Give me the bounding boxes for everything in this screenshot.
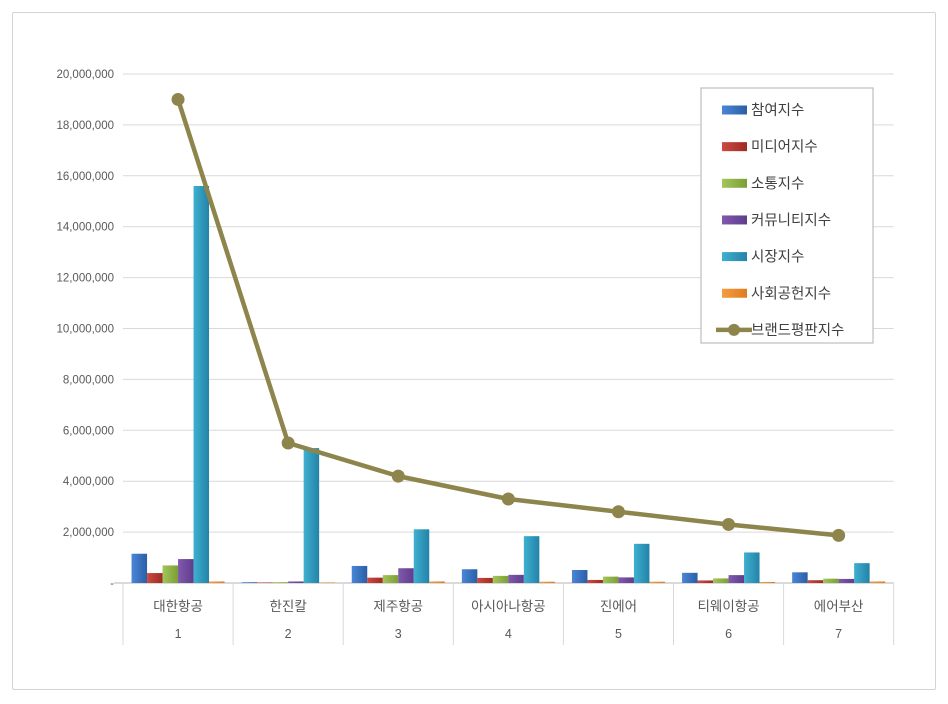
bar-시장지수 [303, 448, 320, 583]
bar-사회공헌지수 [319, 582, 335, 583]
line-marker [391, 469, 405, 483]
legend-label: 소통지수 [751, 175, 804, 192]
bar-참여지수 [241, 582, 258, 583]
category-rank-label: 5 [615, 627, 622, 641]
bar-사회공헌지수 [429, 581, 445, 583]
bar-사회공헌지수 [649, 581, 665, 583]
y-axis-tick-label: 8,000,000 [63, 374, 114, 386]
legend-swatch-group [722, 178, 747, 188]
legend-swatch-group [722, 105, 747, 115]
y-axis-tick-label: 10,000,000 [56, 324, 114, 336]
legend-swatch [722, 288, 747, 298]
bar-커뮤니티지수 [398, 568, 414, 583]
category-label: 한진칼 [270, 599, 307, 614]
line-marker [611, 505, 625, 519]
bar-미디어지수 [587, 579, 603, 583]
category-rank-label: 6 [725, 627, 732, 641]
legend-swatch-group [722, 252, 747, 262]
category-label: 아시아나항공 [471, 599, 546, 614]
legend-swatch [722, 178, 747, 188]
line-marker [722, 517, 736, 531]
bar-소통지수 [823, 578, 839, 583]
legend-swatch-group [722, 215, 747, 225]
y-axis-tick-label: 16,000,000 [56, 171, 114, 183]
category-label: 대한항공 [153, 599, 203, 614]
bar-커뮤니티지수 [178, 559, 194, 583]
bar-시장지수 [744, 552, 760, 583]
bar-사회공헌지수 [539, 581, 555, 583]
bar-커뮤니티지수 [288, 581, 304, 583]
y-axis-tick-label: 14,000,000 [56, 222, 114, 234]
legend-swatch-group [722, 142, 747, 152]
y-axis-tick-label: 20,000,000 [56, 69, 114, 81]
line-marker [832, 528, 846, 542]
bar-참여지수 [682, 572, 698, 583]
legend-label: 커뮤니티지수 [751, 212, 831, 229]
legend-swatch [722, 252, 747, 262]
bar-소통지수 [382, 575, 399, 583]
bar-시장지수 [633, 543, 650, 583]
bar-참여지수 [792, 572, 808, 583]
bar-커뮤니티지수 [618, 577, 634, 583]
bar-커뮤니티지수 [838, 578, 855, 583]
legend-swatch [722, 142, 747, 152]
y-axis-tick-label: 12,000,000 [56, 273, 114, 285]
bar-시장지수 [413, 529, 430, 583]
bar-미디어지수 [697, 580, 714, 583]
bar-미디어지수 [147, 573, 163, 583]
y-axis-tick-label: 2,000,000 [63, 527, 114, 539]
bar-시장지수 [523, 536, 540, 583]
bar-소통지수 [602, 576, 619, 583]
bar-미디어지수 [257, 582, 273, 583]
legend-line-marker [728, 323, 740, 336]
bar-사회공헌지수 [869, 581, 886, 583]
bar-커뮤니티지수 [508, 574, 524, 583]
bar-시장지수 [854, 563, 870, 583]
bar-소통지수 [492, 575, 509, 583]
category-label: 제주항공 [373, 599, 423, 614]
y-axis-tick-label: - [110, 578, 114, 590]
legend-swatch-group [722, 288, 747, 298]
legend-label: 시장지수 [751, 249, 804, 266]
y-axis-tick-label: 18,000,000 [56, 120, 114, 132]
bar-소통지수 [272, 582, 289, 583]
legend-label: 사회공헌지수 [751, 285, 831, 302]
category-rank-label: 2 [285, 627, 292, 641]
legend-label: 브랜드평판지수 [751, 322, 844, 339]
bar-참여지수 [131, 553, 148, 583]
legend-swatch [722, 105, 747, 115]
category-label: 티웨이항공 [697, 599, 759, 614]
bar-미디어지수 [807, 580, 824, 583]
bar-사회공헌지수 [759, 581, 776, 583]
bar-사회공헌지수 [209, 581, 225, 583]
category-label: 에어부산 [814, 599, 864, 614]
line-marker [281, 436, 295, 450]
category-label: 진에어 [600, 599, 637, 614]
bar-참여지수 [351, 565, 368, 583]
bar-소통지수 [713, 578, 729, 583]
y-axis-tick-label: 4,000,000 [63, 476, 114, 488]
bar-미디어지수 [477, 577, 493, 583]
category-rank-label: 1 [175, 627, 182, 641]
bar-미디어지수 [367, 577, 383, 583]
y-axis-tick-label: 6,000,000 [63, 425, 114, 437]
category-rank-label: 7 [835, 627, 842, 641]
bar-참여지수 [571, 570, 588, 583]
legend-swatch [722, 215, 747, 225]
category-rank-label: 4 [505, 627, 512, 641]
legend-label: 참여지수 [751, 102, 804, 119]
legend-label: 미디어지수 [751, 139, 818, 156]
line-marker [171, 92, 185, 106]
bar-커뮤니티지수 [728, 575, 745, 583]
bar-시장지수 [193, 185, 210, 584]
bar-참여지수 [461, 569, 478, 583]
line-marker [501, 492, 515, 506]
bar-소통지수 [162, 565, 179, 583]
category-rank-label: 3 [395, 627, 402, 641]
